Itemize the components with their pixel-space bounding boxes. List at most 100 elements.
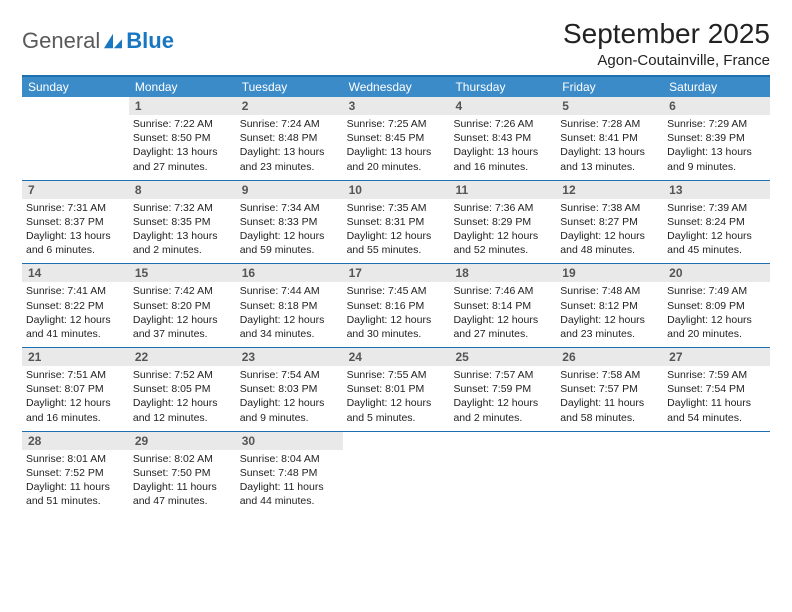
calendar-cell-empty xyxy=(556,432,663,515)
logo: General Blue xyxy=(22,18,174,54)
calendar-cell: 29Sunrise: 8:02 AMSunset: 7:50 PMDayligh… xyxy=(129,432,236,515)
calendar-cell: 23Sunrise: 7:54 AMSunset: 8:03 PMDayligh… xyxy=(236,348,343,431)
day-details: Sunrise: 7:38 AMSunset: 8:27 PMDaylight:… xyxy=(556,199,663,264)
month-title: September 2025 xyxy=(563,18,770,50)
calendar-week: 21Sunrise: 7:51 AMSunset: 8:07 PMDayligh… xyxy=(22,348,770,432)
day-number: 24 xyxy=(343,348,450,366)
day-details: Sunrise: 7:36 AMSunset: 8:29 PMDaylight:… xyxy=(449,199,556,264)
day-detail-line: Sunset: 8:29 PM xyxy=(453,215,552,229)
day-number: 4 xyxy=(449,97,556,115)
day-detail-line: Daylight: 11 hours and 44 minutes. xyxy=(240,480,339,508)
day-detail-line: Sunrise: 7:32 AM xyxy=(133,201,232,215)
day-number: 2 xyxy=(236,97,343,115)
day-number xyxy=(556,432,663,450)
day-detail-line: Daylight: 11 hours and 58 minutes. xyxy=(560,396,659,424)
day-detail-line: Sunset: 7:52 PM xyxy=(26,466,125,480)
day-detail-line: Sunset: 7:50 PM xyxy=(133,466,232,480)
day-number: 7 xyxy=(22,181,129,199)
calendar-cell: 26Sunrise: 7:58 AMSunset: 7:57 PMDayligh… xyxy=(556,348,663,431)
day-number: 20 xyxy=(663,264,770,282)
day-detail-line: Daylight: 12 hours and 16 minutes. xyxy=(26,396,125,424)
day-detail-line: Sunset: 8:48 PM xyxy=(240,131,339,145)
day-details: Sunrise: 7:49 AMSunset: 8:09 PMDaylight:… xyxy=(663,282,770,347)
calendar-cell: 20Sunrise: 7:49 AMSunset: 8:09 PMDayligh… xyxy=(663,264,770,347)
day-detail-line: Sunset: 8:37 PM xyxy=(26,215,125,229)
title-block: September 2025 Agon-Coutainville, France xyxy=(563,18,770,69)
day-detail-line: Daylight: 12 hours and 27 minutes. xyxy=(453,313,552,341)
day-detail-line: Daylight: 12 hours and 45 minutes. xyxy=(667,229,766,257)
day-detail-line: Sunrise: 7:41 AM xyxy=(26,284,125,298)
day-number: 9 xyxy=(236,181,343,199)
day-detail-line: Daylight: 12 hours and 41 minutes. xyxy=(26,313,125,341)
calendar-cell: 5Sunrise: 7:28 AMSunset: 8:41 PMDaylight… xyxy=(556,97,663,180)
calendar-cell: 18Sunrise: 7:46 AMSunset: 8:14 PMDayligh… xyxy=(449,264,556,347)
day-detail-line: Sunset: 8:33 PM xyxy=(240,215,339,229)
day-detail-line: Daylight: 12 hours and 34 minutes. xyxy=(240,313,339,341)
day-detail-line: Daylight: 12 hours and 12 minutes. xyxy=(133,396,232,424)
day-detail-line: Sunset: 8:22 PM xyxy=(26,299,125,313)
day-detail-line: Daylight: 12 hours and 30 minutes. xyxy=(347,313,446,341)
day-details: Sunrise: 7:55 AMSunset: 8:01 PMDaylight:… xyxy=(343,366,450,431)
calendar-cell: 10Sunrise: 7:35 AMSunset: 8:31 PMDayligh… xyxy=(343,181,450,264)
calendar-cell-empty xyxy=(343,432,450,515)
day-detail-line: Daylight: 12 hours and 48 minutes. xyxy=(560,229,659,257)
day-detail-line: Sunrise: 7:36 AM xyxy=(453,201,552,215)
day-detail-line: Sunset: 8:20 PM xyxy=(133,299,232,313)
day-detail-line: Daylight: 12 hours and 5 minutes. xyxy=(347,396,446,424)
header: General Blue September 2025 Agon-Coutain… xyxy=(22,18,770,69)
day-number: 27 xyxy=(663,348,770,366)
calendar-week: 1Sunrise: 7:22 AMSunset: 8:50 PMDaylight… xyxy=(22,97,770,181)
logo-text-blue: Blue xyxy=(126,28,174,54)
day-detail-line: Sunset: 8:43 PM xyxy=(453,131,552,145)
day-number: 16 xyxy=(236,264,343,282)
day-number: 17 xyxy=(343,264,450,282)
day-detail-line: Sunrise: 7:59 AM xyxy=(667,368,766,382)
day-details: Sunrise: 8:01 AMSunset: 7:52 PMDaylight:… xyxy=(22,450,129,515)
calendar-cell: 30Sunrise: 8:04 AMSunset: 7:48 PMDayligh… xyxy=(236,432,343,515)
day-detail-line: Sunset: 8:12 PM xyxy=(560,299,659,313)
day-detail-line: Sunset: 8:31 PM xyxy=(347,215,446,229)
day-detail-line: Sunrise: 7:26 AM xyxy=(453,117,552,131)
day-detail-line: Sunrise: 7:51 AM xyxy=(26,368,125,382)
calendar-cell: 1 Sunrise: 7:22 AMSunset: 8:50 PMDaylight… xyxy=(129,97,236,180)
day-details: Sunrise: 7:24 AMSunset: 8:48 PMDaylight:… xyxy=(236,115,343,180)
day-detail-line: Sunset: 8:39 PM xyxy=(667,131,766,145)
day-detail-line: Sunset: 8:09 PM xyxy=(667,299,766,313)
day-detail-line: Sunset: 8:50 PM xyxy=(133,131,232,145)
day-detail-line: Sunrise: 7:45 AM xyxy=(347,284,446,298)
day-detail-line: Daylight: 13 hours and 2 minutes. xyxy=(133,229,232,257)
day-details: Sunrise: 7:28 AMSunset: 8:41 PMDaylight:… xyxy=(556,115,663,180)
day-number xyxy=(663,432,770,450)
day-detail-line: Sunset: 8:35 PM xyxy=(133,215,232,229)
dow-label: Wednesday xyxy=(343,77,450,97)
day-detail-line: Sunrise: 8:01 AM xyxy=(26,452,125,466)
day-number: 8 xyxy=(129,181,236,199)
day-detail-line: Sunrise: 7:29 AM xyxy=(667,117,766,131)
day-detail-line: Daylight: 12 hours and 55 minutes. xyxy=(347,229,446,257)
calendar-cell: 13Sunrise: 7:39 AMSunset: 8:24 PMDayligh… xyxy=(663,181,770,264)
day-number: 11 xyxy=(449,181,556,199)
day-detail-line: Sunrise: 7:46 AM xyxy=(453,284,552,298)
day-number: 26 xyxy=(556,348,663,366)
day-details: Sunrise: 7:44 AMSunset: 8:18 PMDaylight:… xyxy=(236,282,343,347)
calendar-cell: 25Sunrise: 7:57 AMSunset: 7:59 PMDayligh… xyxy=(449,348,556,431)
day-of-week-header: SundayMondayTuesdayWednesdayThursdayFrid… xyxy=(22,77,770,97)
day-detail-line: Daylight: 13 hours and 27 minutes. xyxy=(133,145,232,173)
calendar-week: 28Sunrise: 8:01 AMSunset: 7:52 PMDayligh… xyxy=(22,432,770,515)
calendar-cell: 11Sunrise: 7:36 AMSunset: 8:29 PMDayligh… xyxy=(449,181,556,264)
day-detail-line: Sunrise: 7:55 AM xyxy=(347,368,446,382)
calendar-cell-empty xyxy=(663,432,770,515)
day-detail-line: Daylight: 13 hours and 23 minutes. xyxy=(240,145,339,173)
day-details: Sunrise: 8:04 AMSunset: 7:48 PMDaylight:… xyxy=(236,450,343,515)
day-details: Sunrise: 7:35 AMSunset: 8:31 PMDaylight:… xyxy=(343,199,450,264)
day-number: 1 xyxy=(129,97,236,115)
day-detail-line: Daylight: 12 hours and 2 minutes. xyxy=(453,396,552,424)
day-detail-line: Daylight: 11 hours and 51 minutes. xyxy=(26,480,125,508)
day-detail-line: Sunrise: 7:22 AM xyxy=(133,117,232,131)
day-number: 3 xyxy=(343,97,450,115)
day-detail-line: Daylight: 13 hours and 6 minutes. xyxy=(26,229,125,257)
day-details xyxy=(343,450,450,458)
day-details: Sunrise: 7:48 AMSunset: 8:12 PMDaylight:… xyxy=(556,282,663,347)
day-detail-line: Sunrise: 7:54 AM xyxy=(240,368,339,382)
dow-label: Tuesday xyxy=(236,77,343,97)
